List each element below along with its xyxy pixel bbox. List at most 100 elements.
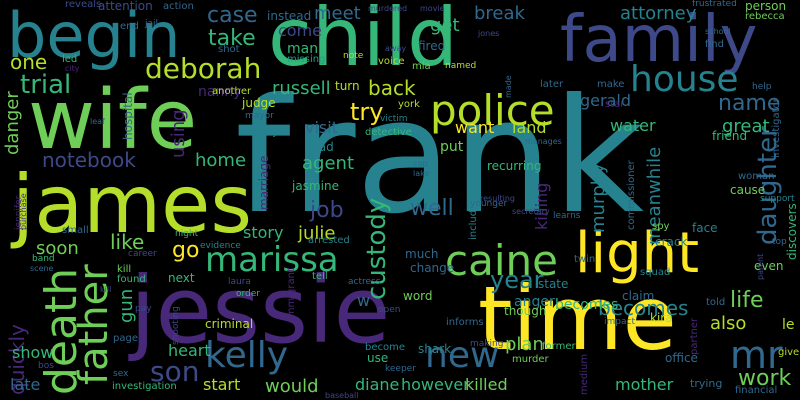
- word-use: use: [367, 351, 389, 365]
- word-attorney: attorney: [620, 3, 697, 24]
- word-caine: caine: [445, 236, 558, 285]
- word-russell: russell: [272, 78, 331, 99]
- word-actress: actress: [348, 277, 381, 287]
- word-state: state: [538, 277, 569, 291]
- word-w: w: [357, 291, 371, 310]
- word-light: light: [575, 221, 700, 286]
- word-note: note: [343, 51, 364, 61]
- word-person: person: [745, 0, 787, 13]
- word-city: city: [65, 64, 80, 73]
- word-purchase: purchase: [19, 193, 28, 230]
- word-marissa: marissa: [205, 240, 339, 280]
- word-another: another: [212, 86, 252, 97]
- word-open: open: [378, 305, 401, 315]
- word-find: find: [705, 39, 724, 50]
- word-becomes-2: becomes: [555, 297, 619, 313]
- word-soon: soon: [36, 238, 79, 259]
- word-police: police: [430, 86, 555, 135]
- word-land: land: [512, 118, 547, 137]
- word-get: get: [430, 15, 460, 36]
- word-notebook: notebook: [42, 148, 136, 172]
- word-squad: squad: [640, 267, 671, 278]
- word-killed: killed: [465, 375, 508, 394]
- word-time: time: [478, 267, 677, 370]
- word-mia: mia: [412, 61, 431, 72]
- word-order: order: [236, 289, 260, 299]
- word-shooting: shooting: [171, 306, 181, 345]
- word-deborah: deborah: [145, 52, 262, 85]
- word-victim: victim: [380, 114, 408, 124]
- word-york: york: [398, 99, 420, 110]
- word-detective: detective: [365, 127, 412, 138]
- word-instead: instead: [267, 9, 312, 23]
- word-murdered: murdered: [368, 4, 408, 13]
- word-water: water: [610, 116, 656, 135]
- word-even: even: [754, 259, 784, 273]
- word-father: father: [71, 264, 117, 385]
- word-partner: partner: [689, 317, 700, 355]
- word-late: late: [10, 375, 41, 394]
- word-recurring: recurring: [487, 159, 542, 173]
- word-would: would: [265, 376, 319, 397]
- word-page: page: [113, 333, 138, 344]
- word-begin: begin: [7, 0, 181, 72]
- word-made: made: [504, 75, 513, 98]
- word-told: told: [706, 297, 726, 308]
- word-take: take: [208, 26, 256, 51]
- word-anger: anger: [514, 294, 555, 310]
- word-kill-2: kill: [100, 285, 112, 294]
- word-kelly: kelly: [205, 335, 289, 376]
- word-frustrated: frustrated: [692, 0, 737, 9]
- word-james: james: [12, 158, 253, 251]
- word-danger: danger: [2, 91, 23, 155]
- word-secretary: secretary: [512, 207, 550, 216]
- word-impact: impact: [604, 317, 635, 327]
- word-put: put: [440, 139, 464, 155]
- word-reveals: reveals: [65, 0, 102, 10]
- word-house: house: [630, 59, 739, 100]
- word-scene: scene: [30, 264, 54, 273]
- word-away: away: [385, 44, 407, 53]
- word-work: work: [738, 366, 792, 391]
- word-face: face: [692, 221, 718, 235]
- word-becomes: becomes: [598, 296, 689, 320]
- word-word: word: [403, 289, 433, 303]
- word-top: top: [772, 237, 787, 247]
- word-visit: visit: [305, 118, 338, 137]
- word-make: make: [597, 79, 625, 90]
- word-evidence: evidence: [200, 241, 241, 251]
- word-kira: kira: [650, 311, 673, 325]
- word-great: great: [722, 116, 770, 137]
- word-new: new: [425, 335, 500, 376]
- word-laura: laura: [228, 277, 251, 287]
- word-show: show: [12, 343, 54, 362]
- word-diane: diane: [355, 375, 400, 394]
- word-le: le: [782, 317, 795, 333]
- word-deputy: deputy: [243, 127, 279, 138]
- word-child: child: [268, 0, 458, 84]
- word-job: job: [310, 198, 344, 223]
- word-fired: fired: [418, 39, 446, 53]
- word-help: help: [752, 82, 772, 92]
- word-marriage: marriage: [257, 155, 271, 210]
- word-nanny: nanny: [198, 84, 242, 100]
- word-woman: woman: [738, 171, 775, 182]
- word-change: change: [410, 261, 455, 275]
- word-crack: crack: [655, 235, 688, 249]
- word-case: case: [207, 3, 258, 28]
- word-though: though: [504, 304, 547, 318]
- word-commissioner: commissioner: [626, 160, 637, 230]
- word-jones: jones: [478, 29, 500, 38]
- word-become: become: [365, 342, 406, 353]
- word-break: break: [474, 3, 525, 24]
- word-gerald: gerald: [580, 91, 631, 110]
- word-financial: financial: [735, 385, 778, 396]
- word-murder: murder: [512, 354, 549, 365]
- word-turn: turn: [335, 79, 360, 93]
- word-baseball: baseball: [325, 391, 359, 400]
- word-year: year: [490, 266, 544, 294]
- word-man: man: [287, 41, 319, 57]
- word-story: story: [243, 223, 284, 242]
- word-mother: mother: [615, 375, 674, 394]
- word-medium: medium: [579, 353, 590, 395]
